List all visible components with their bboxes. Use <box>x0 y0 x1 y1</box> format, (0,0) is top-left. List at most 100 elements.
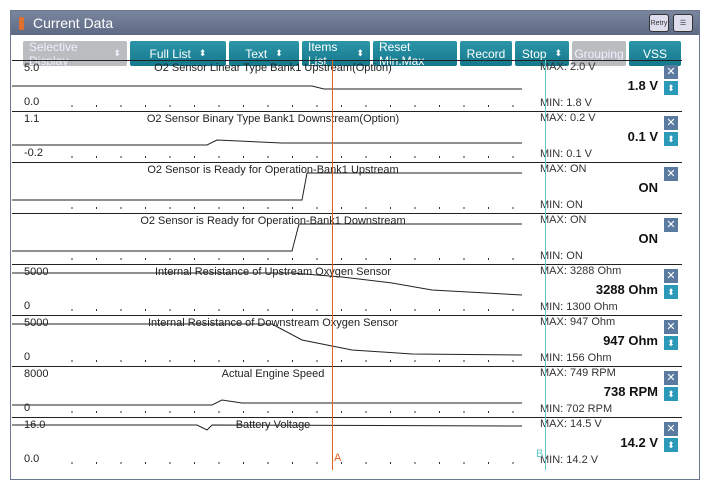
app-icon <box>19 16 24 30</box>
updown-arrow-icon: ⬍ <box>198 48 207 58</box>
close-icon[interactable]: ✕ <box>664 269 678 283</box>
close-icon[interactable]: ✕ <box>664 371 678 385</box>
data-row: 5000 0 Internal Resistance of Downstream… <box>12 315 682 366</box>
toolbar-button-full-list[interactable]: Full List ⬍ <box>130 41 226 66</box>
toolbar-button-record[interactable]: Record <box>460 41 512 66</box>
trace-line <box>12 399 522 406</box>
trend-graph: 1.1 -0.2 O2 Sensor Binary Type Bank1 Dow… <box>12 112 534 163</box>
data-row: O2 Sensor is Ready for Operation-Bank1 D… <box>12 213 682 264</box>
current-value: 14.2 V <box>620 435 658 450</box>
y-max-label: 8000 <box>24 368 49 380</box>
value-panel: MAX: 14.5 V 14.2 V MIN: 14.2 V ✕ ⬍ <box>536 418 682 469</box>
close-icon[interactable]: ✕ <box>664 422 678 436</box>
trend-graph: O2 Sensor is Ready for Operation-Bank1 U… <box>12 163 534 214</box>
value-panel: MAX: 2.0 V 1.8 V MIN: 1.8 V ✕ ⬍ <box>536 61 682 112</box>
button-label: Text <box>245 46 268 61</box>
y-min-label: -0.2 <box>24 147 43 159</box>
cursor-b-line[interactable] <box>545 60 546 470</box>
cursor-b-label: B <box>536 448 544 460</box>
trace-line <box>12 272 523 296</box>
cursor-a-label: A <box>334 452 342 464</box>
sensor-name: O2 Sensor Linear Type Bank1 Upstream(Opt… <box>154 62 392 74</box>
current-value: 3288 Ohm <box>595 282 658 297</box>
y-min-label: 0 <box>24 402 31 414</box>
toolbar-button-selective-display[interactable]: Selective Display ⬍ <box>23 40 127 68</box>
sensor-name: O2 Sensor is Ready for Operation-Bank1 U… <box>147 164 399 176</box>
min-value: MIN: 1.8 V <box>540 97 592 109</box>
close-icon[interactable]: ✕ <box>664 218 678 232</box>
updown-icon[interactable]: ⬍ <box>664 81 678 95</box>
max-value: MAX: 2.0 V <box>540 61 596 73</box>
value-panel: MAX: 3288 Ohm 3288 Ohm MIN: 1300 Ohm ✕ ⬍ <box>536 265 682 316</box>
close-icon[interactable]: ✕ <box>664 320 678 334</box>
y-max-label: 16.0 <box>24 419 46 431</box>
sensor-name: Battery Voltage <box>235 419 311 431</box>
updown-icon[interactable]: ⬍ <box>664 336 678 350</box>
current-value: 738 RPM <box>603 384 658 399</box>
close-icon[interactable]: ✕ <box>664 65 678 79</box>
toolbar-button-vss[interactable]: VSS <box>629 41 681 66</box>
max-value: MAX: ON <box>540 163 587 175</box>
updown-icon[interactable]: ⬍ <box>664 285 678 299</box>
updown-arrow-icon: ⬍ <box>275 48 283 58</box>
y-min-label: 0 <box>24 300 31 312</box>
updown-arrow-icon: ⬍ <box>356 48 364 58</box>
y-min-label: 0.0 <box>24 96 40 108</box>
trace-line <box>12 223 522 252</box>
trend-graph: 5.0 0.0 O2 Sensor Linear Type Bank1 Upst… <box>12 61 534 112</box>
title-bar: Current Data Retry ☰ <box>11 11 699 35</box>
y-min-label: 0 <box>24 351 31 363</box>
current-value: ON <box>638 231 659 246</box>
max-value: MAX: 14.5 V <box>540 418 602 430</box>
sensor-name: Internal Resistance of Upstream Oxygen S… <box>154 266 392 278</box>
updown-arrow-icon: ⬍ <box>554 48 563 58</box>
trend-graph: 5000 0 Internal Resistance of Upstream O… <box>12 265 534 316</box>
data-row: O2 Sensor is Ready for Operation-Bank1 U… <box>12 162 682 213</box>
layout-icon[interactable]: ☰ <box>673 14 693 32</box>
trend-graph: O2 Sensor is Ready for Operation-Bank1 D… <box>12 214 534 265</box>
min-value: MIN: ON <box>540 199 583 211</box>
min-value: MIN: 702 RPM <box>540 403 613 415</box>
sensor-name: O2 Sensor is Ready for Operation-Bank1 D… <box>140 215 406 227</box>
button-label: Full List <box>149 46 191 61</box>
trace-line <box>12 172 522 201</box>
value-panel: MAX: 947 Ohm 947 Ohm MIN: 156 Ohm ✕ ⬍ <box>536 316 682 367</box>
trace-line <box>12 139 522 146</box>
updown-icon[interactable]: ⬍ <box>664 438 678 452</box>
close-icon[interactable]: ✕ <box>664 116 678 130</box>
trace-line <box>12 85 522 90</box>
value-panel: MAX: 0.2 V 0.1 V MIN: 0.1 V ✕ ⬍ <box>536 112 682 163</box>
sensor-name: Internal Resistance of Downstream Oxygen… <box>147 317 399 329</box>
updown-icon[interactable]: ⬍ <box>664 387 678 401</box>
cursor-a-line[interactable] <box>332 60 333 470</box>
retry-button[interactable]: Retry <box>649 14 669 32</box>
value-panel: MAX: ON ON MIN: ON ✕ <box>536 214 682 265</box>
toolbar-button-text[interactable]: Text ⬍ <box>229 41 299 66</box>
updown-arrow-icon: ⬍ <box>113 48 121 58</box>
trace-line <box>12 424 523 431</box>
min-value: MIN: 156 Ohm <box>540 352 612 364</box>
close-icon[interactable]: ✕ <box>664 167 678 181</box>
data-row: 8000 0 Actual Engine Speed MAX: 749 RPM … <box>12 366 682 417</box>
toolbar-button-stop[interactable]: Stop ⬍ <box>515 41 569 66</box>
data-rows: 5.0 0.0 O2 Sensor Linear Type Bank1 Upst… <box>12 60 682 468</box>
y-max-label: 5000 <box>24 266 49 278</box>
min-value: MIN: 1300 Ohm <box>540 301 618 313</box>
toolbar-button-grouping[interactable]: Grouping <box>572 41 626 66</box>
sensor-name: Actual Engine Speed <box>221 368 325 380</box>
max-value: MAX: 0.2 V <box>540 112 596 124</box>
toolbar-button-items-list[interactable]: Items List ⬍ <box>302 40 370 68</box>
value-panel: MAX: ON ON MIN: ON ✕ <box>536 163 682 214</box>
button-label: Stop <box>521 46 547 61</box>
button-label: VSS <box>642 46 667 61</box>
min-value: MIN: ON <box>540 250 583 262</box>
trace-line <box>12 323 523 356</box>
current-value: 0.1 V <box>627 129 658 144</box>
updown-icon[interactable]: ⬍ <box>664 132 678 146</box>
y-min-label: 0.0 <box>24 453 40 465</box>
data-row: 5000 0 Internal Resistance of Upstream O… <box>12 264 682 315</box>
y-max-label: 1.1 <box>24 113 40 125</box>
max-value: MAX: 3288 Ohm <box>540 265 622 277</box>
current-value: 1.8 V <box>627 78 658 93</box>
toolbar-button-reset-min-max[interactable]: Reset Min.Max <box>373 40 457 68</box>
